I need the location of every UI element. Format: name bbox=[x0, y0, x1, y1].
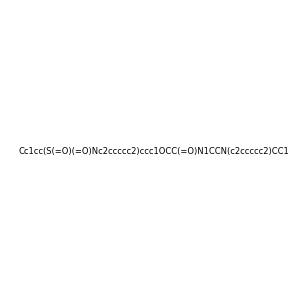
Text: Cc1cc(S(=O)(=O)Nc2ccccc2)ccc1OCC(=O)N1CCN(c2ccccc2)CC1: Cc1cc(S(=O)(=O)Nc2ccccc2)ccc1OCC(=O)N1CC… bbox=[18, 147, 289, 156]
